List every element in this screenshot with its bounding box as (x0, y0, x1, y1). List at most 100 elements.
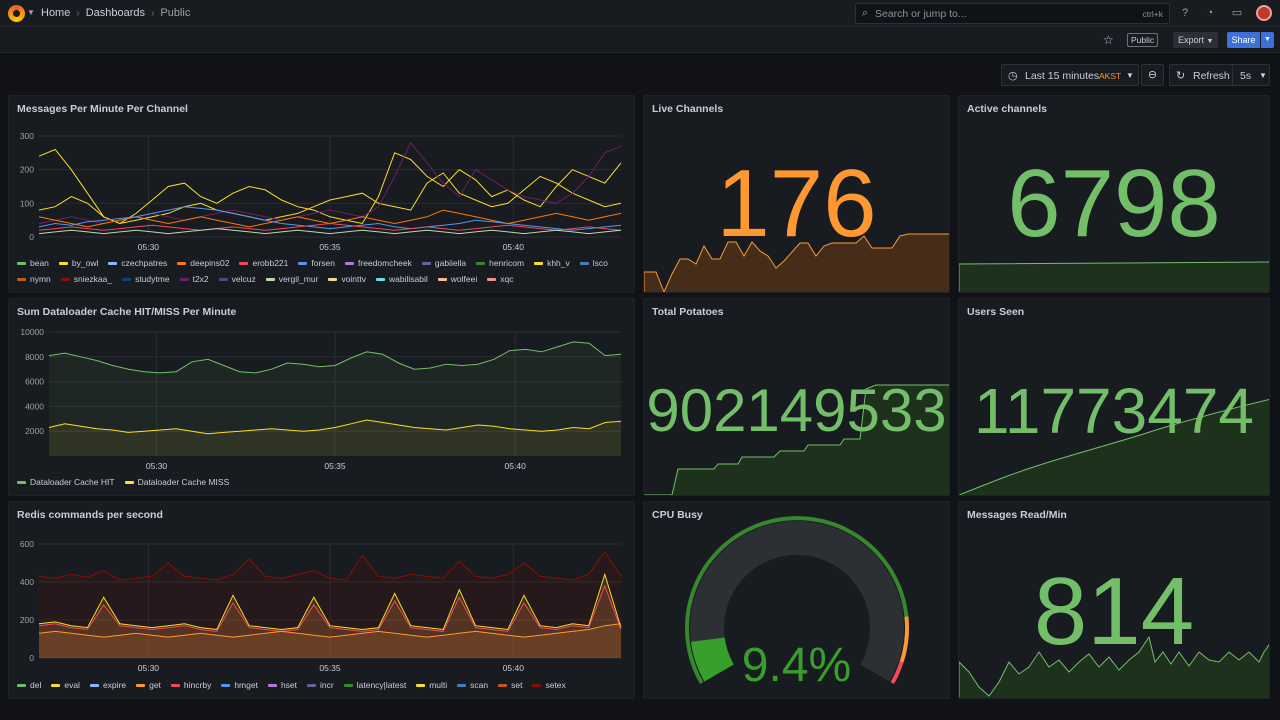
panel-dataloader-cache[interactable]: Sum Dataloader Cache HIT/MISS Per Minute… (8, 298, 635, 496)
legend-item[interactable]: del (17, 680, 41, 690)
stat-value: 176 (716, 150, 877, 257)
y-tick-label: 10000 (20, 327, 44, 337)
legend-swatch (437, 277, 447, 281)
legend-item[interactable]: latency|latest (343, 680, 407, 690)
legend-item[interactable]: setex (532, 680, 566, 690)
legend-item[interactable]: vointtv (328, 274, 366, 284)
panel-messages-read[interactable]: Messages Read/Min 814 (958, 501, 1270, 699)
legend-label: multi (429, 680, 448, 690)
messages-timeseries-chart[interactable]: 0 100 200 300 05:30 05:35 05:40 (9, 96, 635, 256)
y-tick-label: 400 (20, 577, 34, 587)
kiosk-mode-icon[interactable]: ▭ (1231, 7, 1243, 19)
breadcrumb-separator-icon: › (151, 7, 155, 19)
redis-timeseries-chart[interactable]: 0 200 400 600 05:30 05:35 05:40 (9, 502, 635, 680)
legend-item[interactable]: Dataloader Cache HIT (17, 477, 115, 487)
legend-swatch (532, 683, 542, 687)
share-dropdown-chevron-icon[interactable]: ▼ (1261, 32, 1274, 48)
search-input[interactable]: ⌕ Search or jump to... ctrl+k (855, 3, 1170, 24)
panel-messages-per-minute[interactable]: Messages Per Minute Per Channel 0 100 200 3… (8, 95, 635, 293)
legend-swatch (51, 683, 61, 687)
legend-label: latency|latest (356, 680, 407, 690)
legend-item[interactable]: forsen (298, 258, 335, 268)
legend-item[interactable]: get (136, 680, 161, 690)
help-icon[interactable]: ? (1181, 7, 1189, 19)
panel-active-channels[interactable]: Active channels 6798 (958, 95, 1270, 293)
legend-item[interactable]: gabiiella (421, 258, 466, 268)
legend-item[interactable]: multi (416, 680, 447, 690)
x-tick-label: 05:30 (146, 461, 168, 471)
legend-item[interactable]: czechpatres (108, 258, 167, 268)
legend-swatch (17, 261, 26, 265)
legend-item[interactable]: hincrby (170, 680, 212, 690)
legend-item[interactable]: khh_v (534, 258, 570, 268)
legend-item[interactable]: erobb221 (239, 258, 288, 268)
grafana-logo-icon[interactable] (8, 5, 25, 22)
chart-legend: del eval expire get hincrby hmget hset incr late… (17, 680, 627, 690)
panel-redis-commands[interactable]: Redis commands per second 0 200 400 600 05:3… (8, 501, 635, 699)
zoom-out-button[interactable]: ⊖ (1141, 64, 1164, 86)
legend-item[interactable]: studytme (122, 274, 170, 284)
sparkline-area (959, 261, 1269, 292)
legend-item[interactable]: incr (307, 680, 334, 690)
legend-item[interactable]: set (498, 680, 522, 690)
legend-item[interactable]: vergil_mur (265, 274, 318, 284)
legend-label: hincrby (183, 680, 212, 690)
share-button[interactable]: Share (1227, 32, 1260, 48)
legend-item[interactable]: eval (51, 680, 80, 690)
legend-item[interactable]: velcuz (218, 274, 256, 284)
legend-label: khh_v (547, 258, 570, 268)
series-area-Dataloader Cache MISS (49, 420, 621, 456)
legend-item[interactable]: Dataloader Cache MISS (124, 477, 229, 487)
series-line-hincrby (38, 584, 622, 632)
legend-item[interactable]: xqc (487, 274, 513, 284)
legend-item[interactable]: wolfeei (437, 274, 477, 284)
legend-item[interactable]: expire (89, 680, 126, 690)
menu-caret-icon[interactable]: ▼ (27, 8, 35, 17)
legend-item[interactable]: bean (17, 258, 49, 268)
breadcrumb-home[interactable]: Home (41, 7, 71, 19)
legend-item[interactable]: henricom (476, 258, 524, 268)
panel-title: Messages Per Minute Per Channel (17, 103, 188, 115)
legend-label: t2x2 (192, 274, 209, 284)
panel-users-seen[interactable]: Users Seen 11773474 (958, 298, 1270, 496)
panel-title: Redis commands per second (17, 509, 163, 521)
panel-cpu-busy[interactable]: CPU Busy 9.4% (643, 501, 950, 699)
star-icon[interactable]: ☆ (1103, 33, 1114, 47)
search-icon: ⌕ (862, 7, 869, 19)
export-label: Export (1178, 35, 1205, 45)
export-button[interactable]: Export ▼ (1173, 32, 1219, 48)
legend-item[interactable]: sniezkaa_ (60, 274, 112, 284)
legend-item[interactable]: t2x2 (179, 274, 209, 284)
x-tick-label: 05:30 (138, 242, 160, 252)
legend-item[interactable]: deepins02 (177, 258, 229, 268)
refresh-button[interactable]: Refresh (1193, 70, 1230, 82)
legend-item[interactable]: nymn (17, 274, 51, 284)
legend-item[interactable]: wabilisabil (376, 274, 428, 284)
gauge-threshold-band (890, 661, 904, 684)
legend-item[interactable]: lsco (579, 258, 608, 268)
stat-value: 814 (1033, 558, 1195, 665)
dataloader-timeseries-chart[interactable]: 2000 4000 6000 8000 10000 05:30 05:35 05:40 (9, 299, 635, 477)
legend-swatch (89, 683, 99, 687)
breadcrumb-dashboards[interactable]: Dashboards (85, 7, 146, 19)
legend-label: wabilisabil (389, 274, 428, 284)
legend-item[interactable]: hset (267, 680, 297, 690)
legend-item[interactable]: hmget (221, 680, 258, 690)
legend-item[interactable]: freedomcheek (345, 258, 412, 268)
refresh-interval-select[interactable]: 5s (1240, 70, 1252, 82)
panel-live-channels[interactable]: Live Channels 176 (643, 95, 950, 293)
refresh-icon[interactable]: ↻ (1176, 70, 1186, 82)
time-range-label: Last 15 minutes (1025, 70, 1100, 82)
legend-label: by_owl (71, 258, 99, 268)
avatar[interactable] (1256, 5, 1272, 21)
panel-total-potatoes[interactable]: Total Potatoes 902149533 (643, 298, 950, 496)
active-channels-sparkline (959, 261, 1269, 292)
live-channels-sparkline (644, 233, 949, 292)
time-range-picker[interactable]: ◷ Last 15 minutes AKST ▼ (1001, 64, 1139, 86)
legend-item[interactable]: by_owl (58, 258, 99, 268)
chevron-down-icon[interactable]: ▼ (1259, 71, 1267, 80)
news-feed-icon[interactable]: ◔ (1206, 7, 1214, 19)
legend-item[interactable]: scan (457, 680, 488, 690)
search-shortcut: ctrl+k (1142, 9, 1163, 19)
series-line-forsen (38, 206, 622, 231)
